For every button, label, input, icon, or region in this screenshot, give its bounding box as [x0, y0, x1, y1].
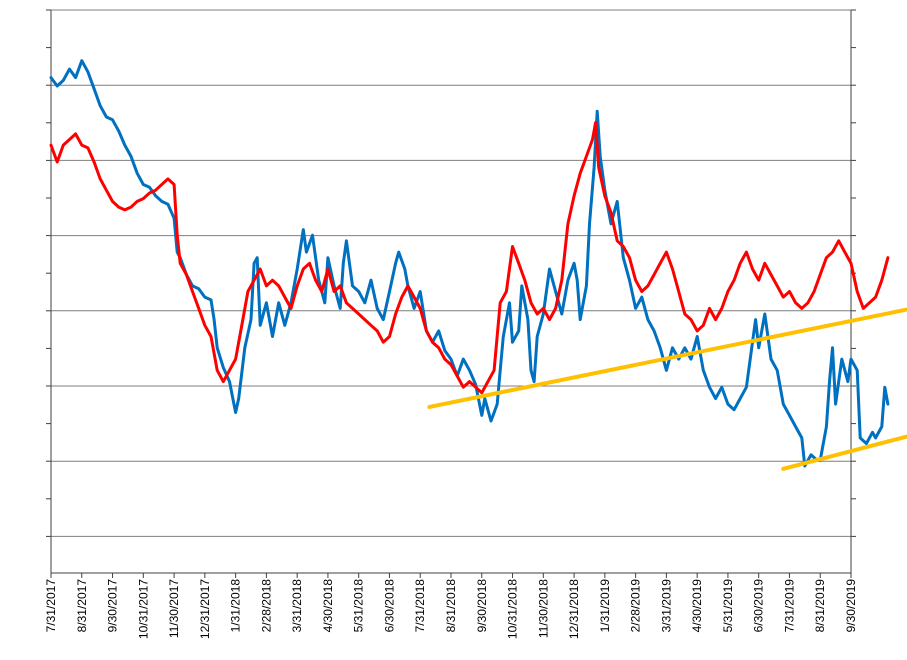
x-tick-label: 2/28/2019 — [629, 579, 643, 633]
x-tick-label: 7/31/2017 — [44, 579, 58, 633]
series-line-blue — [49, 59, 890, 468]
x-tick-label: 8/31/2018 — [444, 579, 458, 633]
x-tick-label: 5/31/2018 — [352, 579, 366, 633]
x-tick-label: 6/30/2018 — [382, 579, 396, 633]
x-tick-label: 3/31/2019 — [659, 579, 673, 633]
x-tick-label: 3/31/2018 — [290, 579, 304, 633]
x-tick-label: 1/31/2019 — [598, 579, 612, 633]
x-tick-labels: 7/31/2017 8/31/2017 9/30/2017 10/31/2017 11/… — [44, 579, 858, 639]
x-tick-label: 8/31/2019 — [813, 579, 827, 633]
x-tick-label: 12/31/2017 — [198, 579, 212, 639]
x-tick-label: 11/30/2018 — [536, 579, 550, 638]
trend-line-lower — [781, 434, 907, 471]
series-line-red — [49, 121, 890, 395]
x-tick-label: 1/31/2018 — [229, 579, 243, 633]
x-tick-label: 9/30/2017 — [106, 579, 120, 633]
x-tick-label: 2/28/2018 — [259, 579, 273, 633]
x-tick-label: 4/30/2019 — [690, 579, 704, 633]
x-tick-label: 7/31/2019 — [782, 579, 796, 633]
x-tick-label: 6/30/2019 — [752, 579, 766, 633]
x-tick-label: 12/31/2018 — [567, 579, 581, 639]
gridlines — [51, 9, 851, 537]
x-tick-label: 4/30/2018 — [321, 579, 335, 633]
x-tick-label: 5/31/2019 — [721, 579, 735, 633]
x-tick-label: 9/30/2018 — [475, 579, 489, 633]
x-tick-label: 10/31/2017 — [136, 579, 150, 639]
trend-line-upper — [427, 307, 907, 409]
x-tick-label: 11/30/2017 — [167, 579, 181, 638]
series-lines — [49, 59, 890, 468]
x-tick-label: 10/31/2018 — [506, 579, 520, 639]
x-tick-label: 9/30/2019 — [844, 579, 858, 633]
trend-lines — [427, 307, 907, 471]
axes — [46, 9, 856, 578]
x-tick-label: 7/31/2018 — [413, 579, 427, 633]
x-tick-label: 8/31/2017 — [75, 579, 89, 633]
